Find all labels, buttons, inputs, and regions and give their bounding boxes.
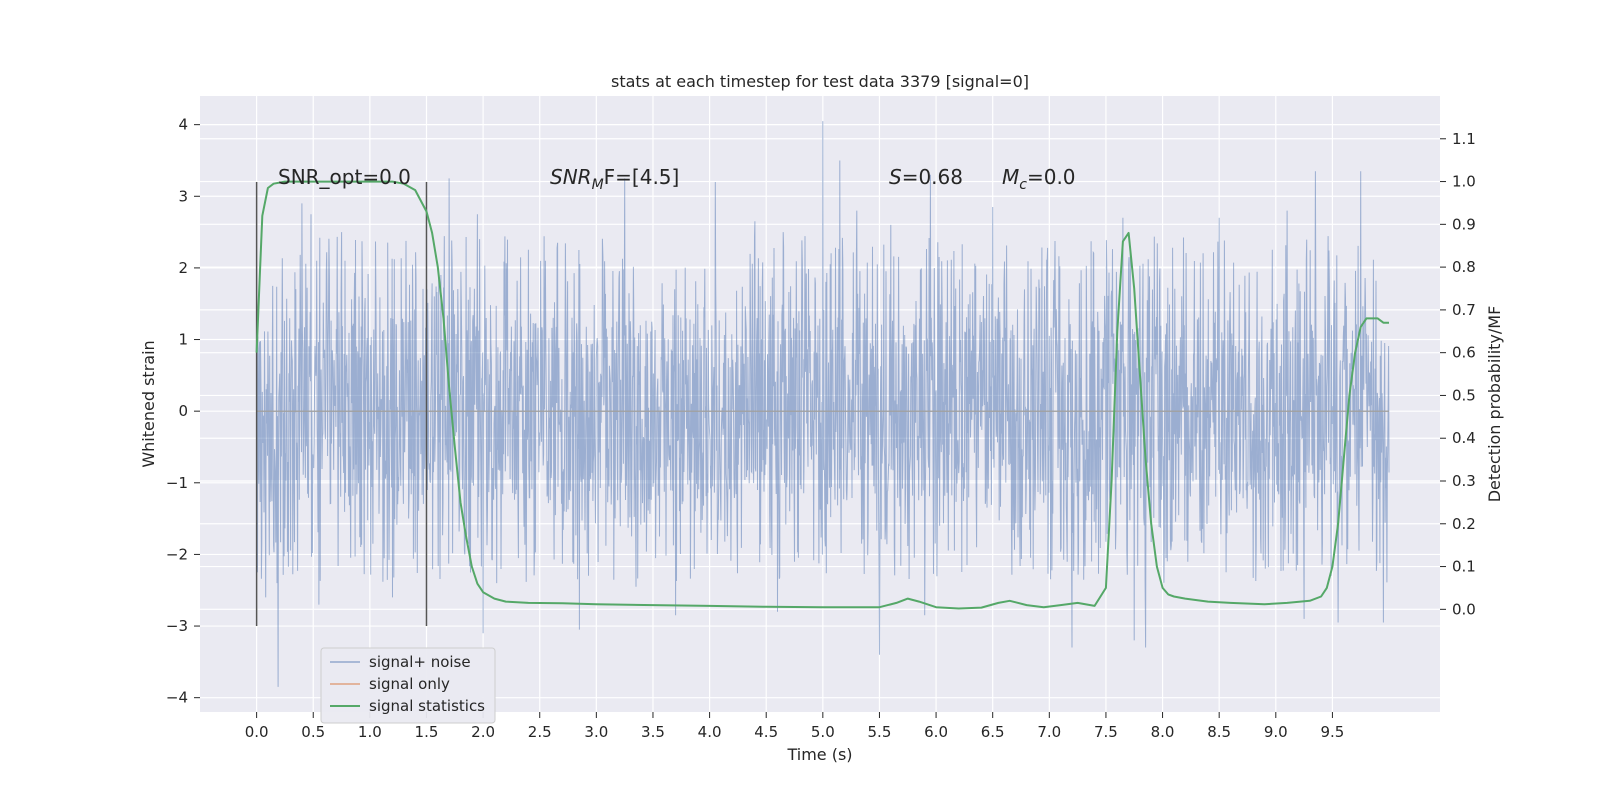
legend-label-signal-statistics: signal statistics xyxy=(369,697,485,715)
data-layer xyxy=(255,121,1390,687)
mc-sub: c xyxy=(1019,177,1027,193)
series-signal-noise-line xyxy=(256,121,1390,687)
axes: 0.0 0.5 1.0 1.5 2.0 2.5 3.0 3.5 4.0 4.5 5.0 5.5 6.0 6… xyxy=(166,116,1476,741)
s-annotation: S=0.68 xyxy=(889,165,963,189)
y2-tick-label: 1.1 xyxy=(1452,130,1476,148)
x-tick-label: 6.0 xyxy=(924,723,948,741)
y-tick-label: −4 xyxy=(166,689,188,707)
y-axis-label: Whitened strain xyxy=(139,340,158,467)
x-tick-label: 5.5 xyxy=(868,723,892,741)
x-tick-label: 1.5 xyxy=(415,723,439,741)
x-tick-label: 2.5 xyxy=(528,723,552,741)
x-tick-label: 9.5 xyxy=(1320,723,1344,741)
x-tick-label: 4.0 xyxy=(698,723,722,741)
y-tick-label: 0 xyxy=(178,402,188,420)
x-tick-label: 2.0 xyxy=(471,723,495,741)
snr-mf-annotation: SNRMF=[4.5] xyxy=(550,165,679,193)
x-tick-label: 3.5 xyxy=(641,723,665,741)
legend-label-signal-noise: signal+ noise xyxy=(369,653,471,671)
y2-tick-label: 0.5 xyxy=(1452,386,1476,404)
x-tick-label: 1.0 xyxy=(358,723,382,741)
y2-tick-label: 0.1 xyxy=(1452,558,1476,576)
snr-mf-rest: F=[4.5] xyxy=(604,165,680,189)
y2-tick-label: 0.2 xyxy=(1452,515,1476,533)
x-tick-label: 7.0 xyxy=(1037,723,1061,741)
y2-tick-label: 0.7 xyxy=(1452,301,1476,319)
s-value: =0.68 xyxy=(902,165,963,189)
x-tick-label: 6.5 xyxy=(981,723,1005,741)
y2-tick-label: 1.0 xyxy=(1452,173,1476,191)
legend: signal+ noise signal only signal statist… xyxy=(320,647,496,724)
x-tick-label: 3.0 xyxy=(584,723,608,741)
y-tick-label: −3 xyxy=(166,617,188,635)
snr-mf-main: SNR xyxy=(550,165,592,189)
y2-axis-label: Detection probability/MF xyxy=(1485,306,1504,503)
x-tick-label: 5.0 xyxy=(811,723,835,741)
mc-value: =0.0 xyxy=(1027,165,1076,189)
s-label: S xyxy=(889,165,902,189)
mc-annotation: Mc=0.0 xyxy=(1002,165,1076,193)
y-tick-label: −2 xyxy=(166,545,188,563)
y-tick-label: 1 xyxy=(178,331,188,349)
y2-tick-label: 0.8 xyxy=(1452,258,1476,276)
y2-tick-label: 0.6 xyxy=(1452,344,1476,362)
x-tick-label: 4.5 xyxy=(754,723,778,741)
y2-tick-label: 0.0 xyxy=(1452,600,1476,618)
y-tick-label: 2 xyxy=(178,259,188,277)
x-tick-label: 7.5 xyxy=(1094,723,1118,741)
y2-tick-label: 0.3 xyxy=(1452,472,1476,490)
y-tick-label: 3 xyxy=(178,187,188,205)
legend-box xyxy=(320,647,496,724)
y-tick-label: 4 xyxy=(178,116,188,134)
x-tick-label: 8.0 xyxy=(1151,723,1175,741)
legend-label-signal-only: signal only xyxy=(369,675,450,693)
x-tick-label: 0.5 xyxy=(301,723,325,741)
mc-label: M xyxy=(1002,165,1019,189)
snr-opt-annotation: SNR_opt=0.0 xyxy=(278,165,411,189)
y2-tick-label: 0.9 xyxy=(1452,215,1476,233)
x-axis-label: Time (s) xyxy=(786,745,852,764)
snr-mf-sub: M xyxy=(592,177,604,193)
y-tick-label: −1 xyxy=(166,474,188,492)
x-tick-label: 8.5 xyxy=(1207,723,1231,741)
x-tick-label: 9.0 xyxy=(1264,723,1288,741)
series-signal-statistics-line xyxy=(255,180,1389,610)
chart-title: stats at each timestep for test data 337… xyxy=(611,72,1029,91)
x-tick-label: 0.0 xyxy=(245,723,269,741)
y2-tick-label: 0.4 xyxy=(1452,429,1476,447)
